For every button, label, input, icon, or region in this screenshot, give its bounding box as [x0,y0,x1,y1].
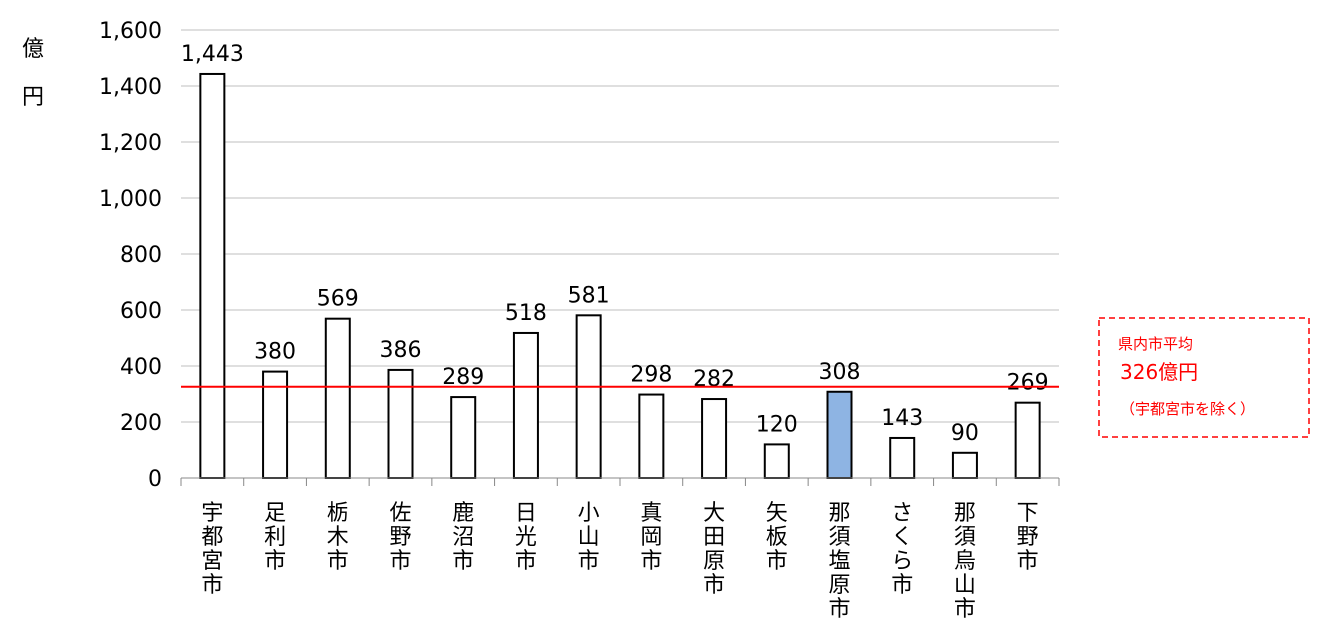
x-category-label: 大田原市 [703,501,725,598]
data-label: 143 [881,406,923,431]
bar [763,443,790,479]
data-label: 386 [380,338,422,363]
data-label: 269 [1007,371,1049,396]
y-tick-label: 1,400 [99,75,162,100]
data-label: 308 [819,360,861,385]
y-unit-label-2: 円 [22,85,44,110]
bar [1014,401,1041,479]
y-unit-label-1: 億 [22,37,44,62]
x-category-label: 那須塩原市 [828,501,850,622]
y-tick-label: 1,600 [99,19,162,44]
y-tick-label: 0 [148,467,162,492]
y-tick-label: 400 [120,355,162,380]
x-category-label: 足利市 [264,501,286,574]
average-annotation-note: （宇都宮市を除く） [1120,400,1255,418]
data-label: 120 [756,412,798,437]
x-category-label: 那須烏山市 [954,501,976,622]
bars [199,72,1041,480]
average-annotation-box [1098,317,1310,438]
x-category-label: 栃木市 [327,501,349,574]
x-category-label: 日光市 [515,501,537,574]
bar [199,72,226,480]
bar [951,451,978,479]
x-category-label: 宇都宮市 [201,501,223,598]
gridlines [181,29,1059,479]
data-label: 569 [317,287,359,312]
y-tick-label: 600 [120,299,162,324]
y-tick-label: 200 [120,411,162,436]
bar [575,314,602,479]
bar [889,436,916,479]
x-category-label: 矢板市 [766,501,788,574]
average-annotation-title: 県内市平均 [1118,335,1193,353]
bar [450,396,477,479]
y-tick-label: 800 [120,243,162,268]
x-axis: 宇都宮市 足利市 栃木市 佐野市 鹿沼市 日光市 小山市 真岡市 大田原市 矢板市 那須塩原市 さくら… [180,477,1060,622]
data-label: 90 [951,421,979,446]
data-label: 1,443 [181,42,244,67]
y-tick-label: 1,200 [99,131,162,156]
x-category-label: さくら市 [891,501,913,598]
x-category-label: 小山市 [578,501,600,574]
x-category-label: 真岡市 [640,501,662,574]
data-label: 298 [630,363,672,388]
data-label: 581 [568,283,610,308]
average-line-group: 県内市平均 326億円 （宇都宮市を除く） [181,317,1310,438]
y-axis: 0 200 400 600 800 1,000 1,200 1,400 1,600 [99,19,162,492]
data-label: 518 [505,301,547,326]
data-label: 380 [254,340,296,365]
bar [512,331,539,479]
bar [324,317,351,479]
average-annotation-value: 326億円 [1120,360,1198,384]
x-category-label: 下野市 [1017,501,1039,574]
x-category-label: 佐野市 [389,501,411,574]
bar [638,393,665,479]
bar [826,390,853,480]
data-label: 282 [693,367,735,392]
bar [701,398,728,480]
y-tick-label: 1,000 [99,187,162,212]
x-category-label: 鹿沼市 [452,501,474,574]
